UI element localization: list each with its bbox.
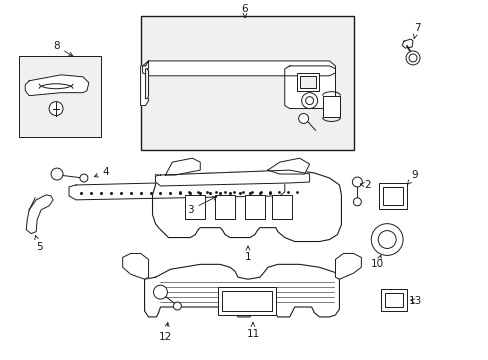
Circle shape — [353, 198, 361, 206]
Text: 12: 12 — [159, 323, 172, 342]
Circle shape — [370, 224, 402, 255]
Polygon shape — [25, 75, 89, 96]
Text: 13: 13 — [407, 296, 421, 306]
Circle shape — [305, 96, 313, 105]
Polygon shape — [142, 61, 335, 76]
Text: 1: 1 — [244, 246, 251, 262]
Polygon shape — [69, 180, 284, 200]
Circle shape — [405, 51, 419, 65]
Bar — [19, 56, 101, 137]
Polygon shape — [335, 253, 361, 279]
Text: 9: 9 — [407, 170, 417, 185]
Bar — [322, 96, 340, 117]
Text: 10: 10 — [370, 255, 383, 269]
Polygon shape — [141, 61, 148, 105]
Bar — [381, 289, 406, 311]
Bar — [299, 76, 315, 88]
Circle shape — [408, 54, 416, 62]
Polygon shape — [267, 158, 309, 174]
Text: 3: 3 — [186, 197, 216, 215]
Text: 8: 8 — [53, 41, 73, 56]
Text: 11: 11 — [246, 323, 259, 339]
Bar — [222, 291, 271, 311]
Circle shape — [51, 168, 63, 180]
Polygon shape — [284, 66, 335, 109]
Bar — [141, 16, 354, 150]
Text: 5: 5 — [35, 235, 42, 252]
Circle shape — [301, 93, 317, 109]
Polygon shape — [145, 69, 148, 99]
Circle shape — [49, 102, 63, 116]
Polygon shape — [122, 253, 148, 279]
Circle shape — [352, 177, 362, 187]
Circle shape — [377, 231, 395, 248]
Bar — [244, 195, 264, 219]
Polygon shape — [152, 170, 341, 242]
Circle shape — [80, 174, 88, 182]
Bar — [185, 195, 205, 219]
Text: 4: 4 — [94, 167, 109, 177]
Circle shape — [298, 113, 308, 123]
Polygon shape — [26, 195, 53, 234]
Bar — [296, 73, 318, 91]
Circle shape — [153, 285, 167, 299]
Bar — [218, 287, 275, 315]
Text: 6: 6 — [241, 4, 248, 18]
Polygon shape — [144, 264, 339, 317]
Text: 2: 2 — [360, 180, 370, 190]
Bar — [215, 195, 235, 219]
Bar — [271, 195, 291, 219]
Polygon shape — [165, 158, 200, 175]
Polygon shape — [155, 170, 309, 186]
Text: 7: 7 — [412, 23, 420, 39]
Bar — [383, 187, 402, 205]
Polygon shape — [401, 39, 412, 48]
Bar — [379, 183, 406, 209]
Bar — [385, 293, 402, 307]
Circle shape — [173, 302, 181, 310]
